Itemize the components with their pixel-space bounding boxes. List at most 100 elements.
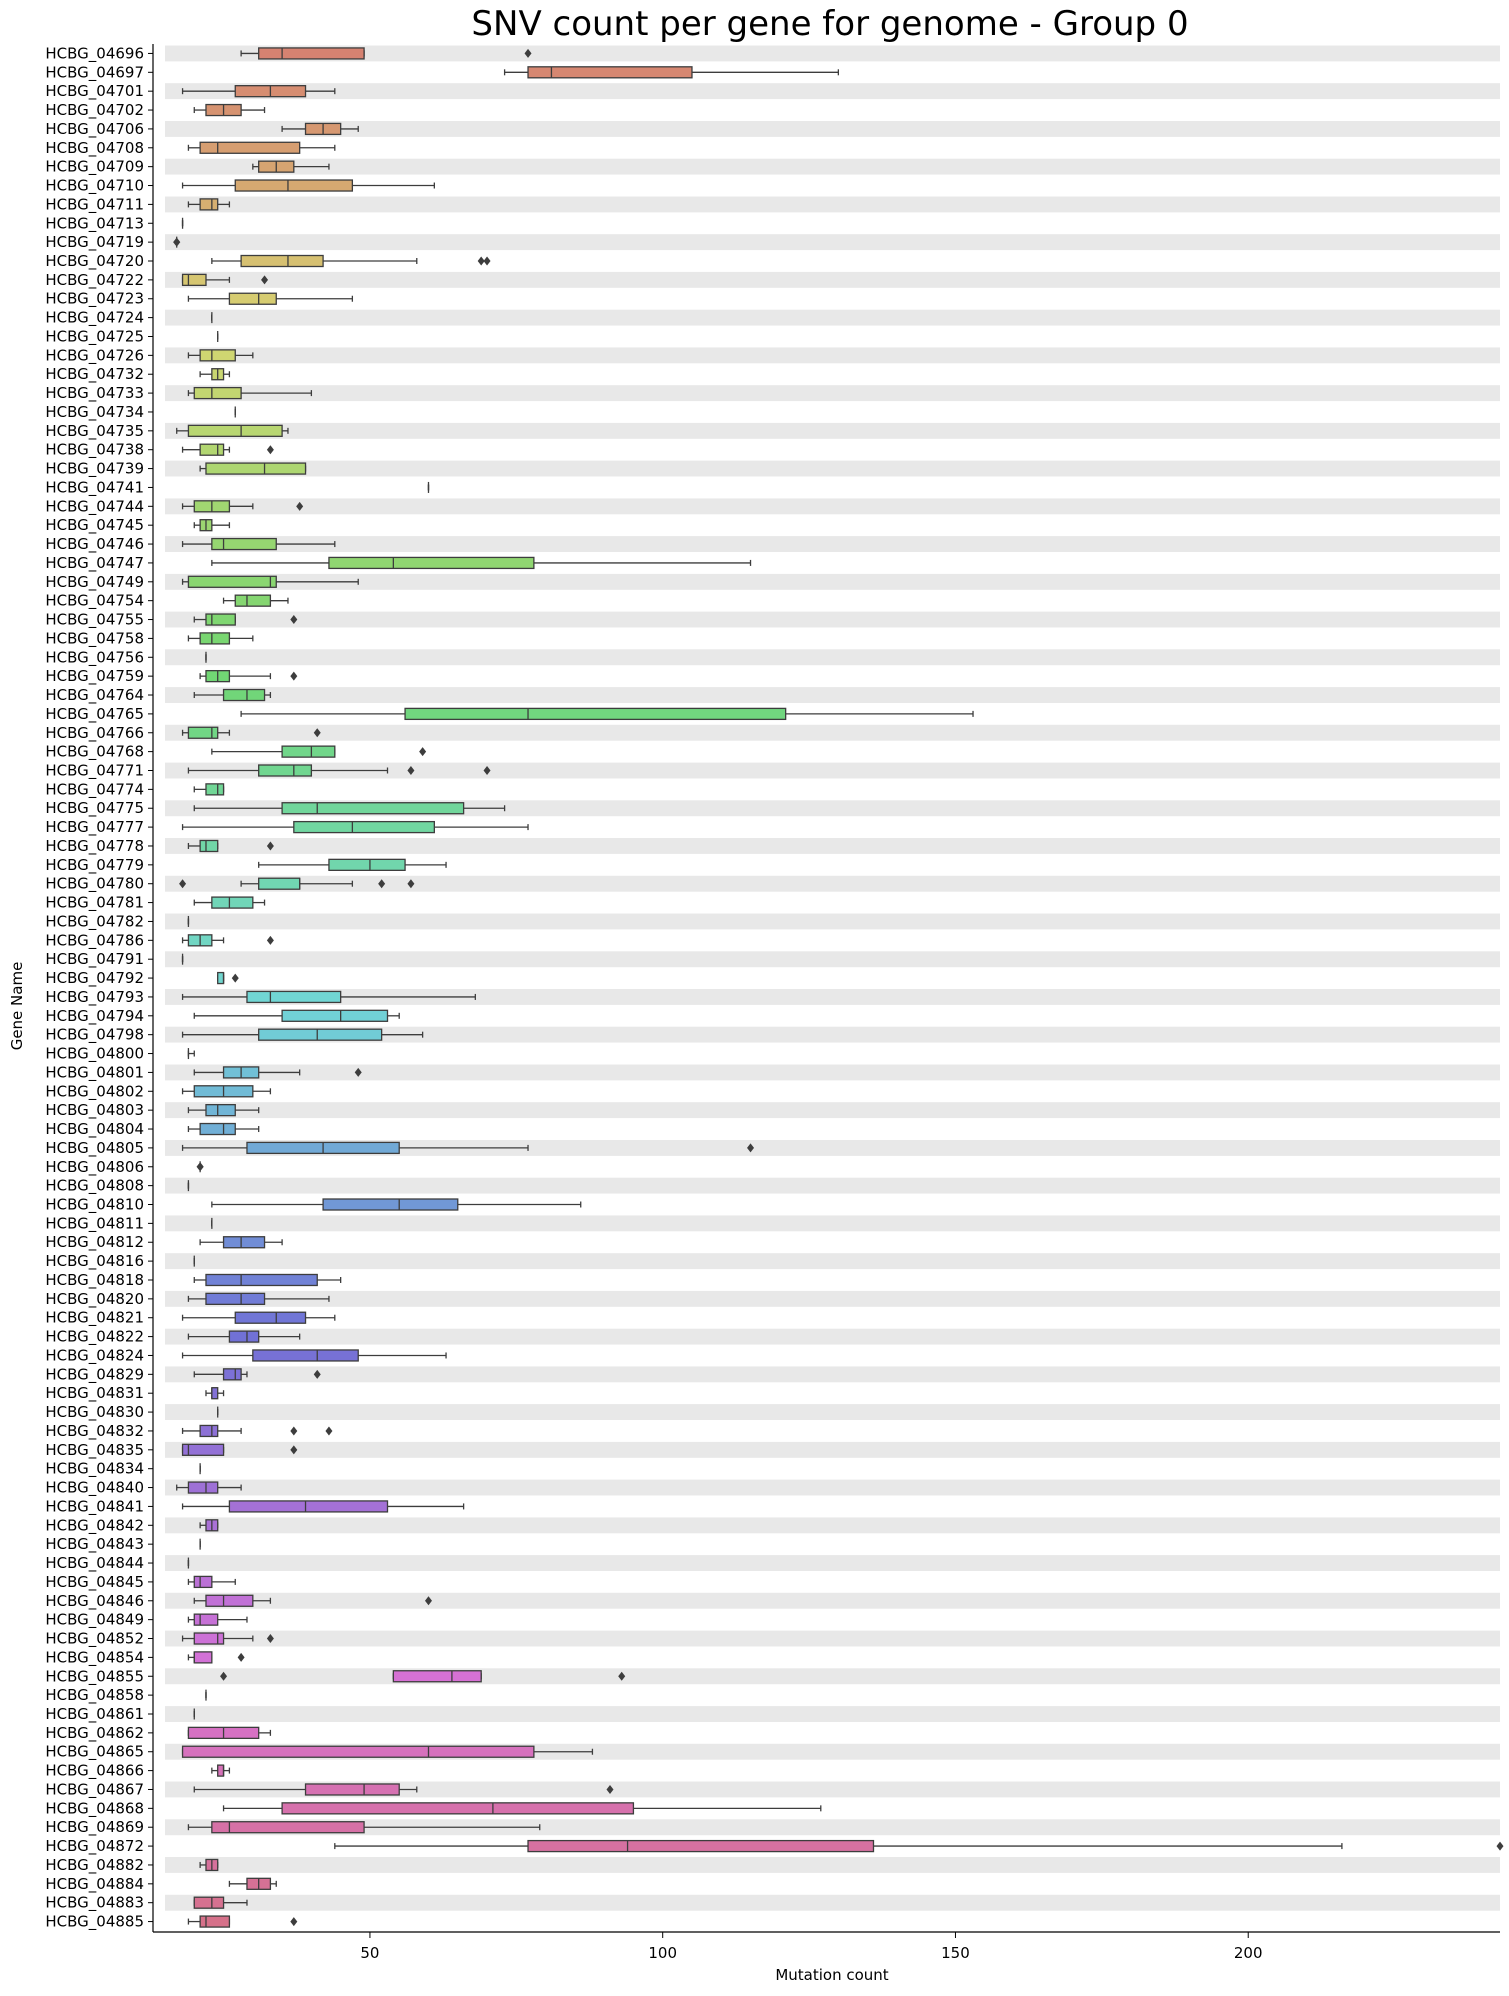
y-tick-label: HCBG_04764 bbox=[45, 686, 144, 705]
x-tick-label: 100 bbox=[648, 1944, 677, 1962]
chart-title: SNV count per gene for genome - Group 0 bbox=[471, 4, 1189, 44]
y-tick-label: HCBG_04756 bbox=[45, 648, 144, 667]
y-tick-label: HCBG_04808 bbox=[45, 1177, 144, 1196]
row-stripe bbox=[165, 573, 1500, 590]
box-hcbg-04719 bbox=[173, 236, 181, 248]
row-stripe bbox=[165, 460, 1500, 477]
x-tick-label: 150 bbox=[941, 1944, 970, 1962]
outlier-point bbox=[220, 1671, 228, 1681]
iqr-box bbox=[199, 632, 231, 645]
outlier-point bbox=[313, 1369, 321, 1379]
box-hcbg-04709 bbox=[252, 160, 330, 173]
y-tick-label: HCBG_04798 bbox=[45, 1026, 144, 1045]
row-stripe bbox=[165, 951, 1500, 968]
box-hcbg-04854 bbox=[187, 1651, 245, 1664]
y-tick-label: HCBG_04840 bbox=[45, 1479, 144, 1498]
iqr-box bbox=[234, 179, 354, 192]
box-hcbg-04798 bbox=[181, 1028, 424, 1041]
y-tick-label: HCBG_04713 bbox=[45, 214, 144, 233]
outlier-point bbox=[290, 671, 298, 681]
row-stripe bbox=[165, 158, 1500, 175]
x-tick-label: 50 bbox=[360, 1944, 379, 1962]
x-axis-label: Mutation count bbox=[775, 1966, 888, 1984]
iqr-box bbox=[211, 537, 277, 551]
outlier-point bbox=[237, 1652, 245, 1662]
y-tick-label: HCBG_04824 bbox=[45, 1346, 144, 1365]
y-tick-label: HCBG_04884 bbox=[45, 1875, 144, 1894]
box-hcbg-04778 bbox=[187, 839, 274, 853]
iqr-box bbox=[222, 688, 266, 702]
box-hcbg-04749 bbox=[181, 575, 359, 588]
outlier-point bbox=[419, 747, 427, 757]
box-hcbg-04831 bbox=[205, 1387, 225, 1400]
box-hcbg-04754 bbox=[222, 594, 289, 607]
outlier-point bbox=[606, 1784, 614, 1794]
iqr-box bbox=[258, 47, 365, 60]
outlier-point bbox=[325, 1426, 333, 1436]
iqr-box bbox=[322, 1198, 459, 1211]
y-tick-label: HCBG_04793 bbox=[45, 988, 144, 1007]
box-hcbg-04855 bbox=[220, 1670, 626, 1683]
iqr-box bbox=[293, 820, 435, 834]
y-tick-label: HCBG_04818 bbox=[45, 1271, 144, 1290]
y-tick-label: HCBG_04830 bbox=[45, 1403, 144, 1422]
row-stripe bbox=[165, 1140, 1500, 1156]
iqr-box bbox=[205, 462, 307, 475]
y-tick-label: HCBG_04779 bbox=[45, 856, 144, 875]
y-tick-label: HCBG_04844 bbox=[45, 1554, 144, 1573]
row-stripes bbox=[165, 45, 1500, 1911]
box-hcbg-04872 bbox=[334, 1839, 1504, 1853]
box-hcbg-04852 bbox=[181, 1632, 274, 1645]
y-tick-label: HCBG_04768 bbox=[45, 743, 144, 762]
y-tick-label: HCBG_04708 bbox=[45, 139, 144, 158]
row-stripe bbox=[165, 1555, 1500, 1571]
box-hcbg-04708 bbox=[187, 141, 336, 154]
iqr-box bbox=[222, 1368, 242, 1381]
y-tick-label: HCBG_04882 bbox=[45, 1856, 144, 1875]
box-hcbg-04866 bbox=[211, 1764, 231, 1777]
y-tick-label: HCBG_04781 bbox=[45, 894, 144, 913]
y-tick-label: HCBG_04866 bbox=[45, 1762, 144, 1781]
y-tick-label: HCBG_04862 bbox=[45, 1724, 144, 1743]
box-hcbg-04805 bbox=[181, 1141, 755, 1155]
row-stripe bbox=[165, 649, 1500, 666]
row-stripe bbox=[165, 1177, 1500, 1194]
x-tick-label: 200 bbox=[1234, 1944, 1263, 1962]
y-tick-label: HCBG_04749 bbox=[45, 573, 144, 592]
iqr-box bbox=[181, 1745, 535, 1758]
y-tick-label: HCBG_04885 bbox=[45, 1913, 144, 1932]
box-hcbg-04710 bbox=[181, 179, 435, 192]
box-hcbg-04824 bbox=[181, 1349, 447, 1362]
iqr-box bbox=[258, 877, 301, 890]
row-stripe bbox=[165, 309, 1500, 326]
outlier-point bbox=[1496, 1841, 1504, 1851]
y-tick-label: HCBG_04744 bbox=[45, 497, 144, 516]
box-hcbg-04765 bbox=[240, 707, 974, 721]
row-stripe bbox=[165, 611, 1500, 628]
outlier-point bbox=[407, 765, 415, 775]
y-tick-label: HCBG_04745 bbox=[45, 516, 144, 535]
y-tick-label: HCBG_04771 bbox=[45, 761, 144, 780]
row-stripe bbox=[165, 1026, 1500, 1043]
y-tick-label: HCBG_04733 bbox=[45, 384, 144, 403]
iqr-box bbox=[187, 575, 277, 588]
outlier-point bbox=[313, 728, 321, 738]
y-tick-label: HCBG_04734 bbox=[45, 403, 144, 422]
iqr-box bbox=[193, 1896, 225, 1909]
y-tick-label: HCBG_04805 bbox=[45, 1139, 144, 1158]
box-hcbg-04766 bbox=[181, 726, 321, 739]
y-tick-label: HCBG_04723 bbox=[45, 290, 144, 309]
iqr-box bbox=[252, 1349, 359, 1362]
iqr-box bbox=[222, 1236, 266, 1249]
y-tick-label: HCBG_04759 bbox=[45, 667, 144, 686]
y-tick-label: HCBG_04780 bbox=[45, 875, 144, 894]
box-hcbg-04820 bbox=[187, 1292, 330, 1306]
outlier-point bbox=[290, 1917, 298, 1927]
iqr-box bbox=[392, 1670, 482, 1683]
box-hcbg-04696 bbox=[240, 47, 532, 60]
y-tick-label: HCBG_04810 bbox=[45, 1196, 144, 1215]
row-stripe bbox=[165, 1328, 1500, 1345]
iqr-box bbox=[211, 1821, 365, 1834]
box-hcbg-04868 bbox=[222, 1802, 822, 1815]
outlier-point bbox=[261, 275, 269, 285]
